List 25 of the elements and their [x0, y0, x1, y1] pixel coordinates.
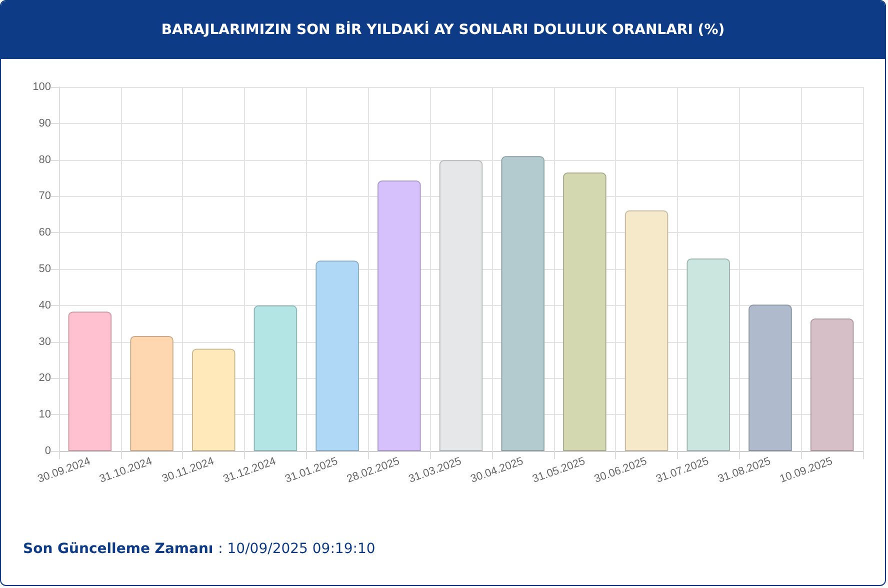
y-tick-label: 100	[32, 81, 51, 93]
y-tick-label: 90	[38, 117, 51, 130]
y-tick-label: 60	[38, 226, 51, 239]
y-tick-label: 40	[38, 299, 51, 312]
y-tick-label: 0	[44, 445, 51, 457]
bar	[624, 210, 668, 451]
bar	[68, 312, 112, 451]
bar	[686, 258, 730, 451]
y-tick-label: 10	[38, 408, 51, 421]
bar	[810, 318, 854, 451]
bar	[378, 180, 421, 451]
y-tick-label: 50	[38, 263, 51, 275]
bar	[130, 336, 174, 451]
y-tick-label: 30	[38, 336, 51, 348]
y-tick-label: 80	[38, 154, 51, 166]
bar	[192, 348, 236, 451]
bar	[316, 260, 359, 451]
bar	[254, 305, 298, 451]
bar	[501, 156, 544, 451]
text: Son Güncelleme Zamanı : 10/09/2025 09:19:10	[23, 541, 376, 557]
chart-title: BARAJLARIMIZIN SON BİR YILDAKİ AY SONLARI DOLULUK ORANLARI (%)	[1, 1, 885, 59]
y-tick-label: 20	[38, 372, 51, 384]
y-tick-label: 70	[38, 190, 51, 202]
bar	[748, 304, 792, 451]
bar	[563, 172, 606, 451]
